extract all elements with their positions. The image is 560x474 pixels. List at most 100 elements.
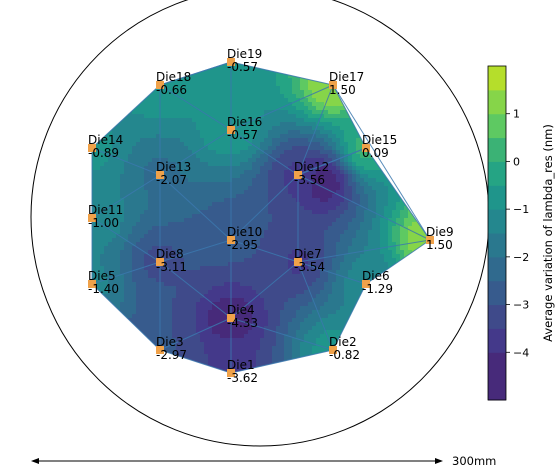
die-name-label: Die12 <box>294 160 329 174</box>
die-die4: Die4-4.33 <box>227 303 258 330</box>
colorbar-tick-label: −1 <box>513 203 529 216</box>
die-name-label: Die15 <box>362 133 397 147</box>
contour-field <box>92 62 430 373</box>
die-die8: Die8-3.11 <box>156 247 187 274</box>
triangulation-edge <box>365 147 431 241</box>
colorbar-tick-label: 1 <box>513 108 520 121</box>
die-name-label: Die19 <box>227 47 262 61</box>
die-name-label: Die2 <box>329 335 357 349</box>
die-markers: Die1-3.62 Die2-0.82 Die3-2.97 Die4-4.33 Die5… <box>88 47 454 385</box>
die-name-label: Die17 <box>329 70 364 84</box>
scale-bar: 300mm <box>31 454 496 468</box>
colorbar-band <box>488 256 506 282</box>
die-marker <box>294 171 302 179</box>
die-marker <box>227 314 235 322</box>
die-die16: Die16-0.57 <box>227 115 262 142</box>
die-name-label: Die6 <box>362 269 390 283</box>
triangulation-edge <box>230 239 299 263</box>
die-marker <box>88 214 96 222</box>
die-value-label: -4.33 <box>227 316 258 330</box>
die-value-label: 0.09 <box>362 146 389 160</box>
die-name-label: Die7 <box>294 247 322 261</box>
triangulation-edge <box>297 84 334 176</box>
colorbar-band <box>488 233 506 258</box>
die-marker <box>156 346 164 354</box>
colorbar-tick-label: −2 <box>513 251 529 264</box>
triangulation-edge <box>230 61 334 86</box>
die-die14: Die14-0.89 <box>88 133 123 160</box>
colorbar: 1 0 −1 −2 −3 −4 Average variation of lambda_r… <box>487 65 555 401</box>
die-name-label: Die9 <box>426 225 454 239</box>
die-marker <box>329 81 337 89</box>
triangulation-edge <box>365 239 431 285</box>
die-name-label: Die18 <box>156 70 191 84</box>
triangulation-edge <box>159 239 232 263</box>
die-name-label: Die8 <box>156 247 184 261</box>
triangulation-edge <box>297 174 431 241</box>
triangulation-edges <box>91 61 431 374</box>
triangulation-edge <box>159 84 232 131</box>
die-marker <box>156 171 164 179</box>
die-name-label: Die5 <box>88 269 116 283</box>
die-value-label: -1.00 <box>88 216 119 230</box>
die-die7: Die7-3.54 <box>294 247 325 274</box>
triangulation-edge <box>91 84 161 149</box>
die-value-label: -3.11 <box>156 260 187 274</box>
triangulation-edge <box>159 317 232 351</box>
die-marker <box>362 144 370 152</box>
colorbar-tick-label: −3 <box>513 299 529 312</box>
triangulation-edge <box>230 349 334 374</box>
die-marker <box>156 81 164 89</box>
colorbar-title: Average variation of lambda_res (nm) <box>541 124 555 342</box>
die-die11: Die11-1.00 <box>88 203 123 230</box>
die-value-label: -1.29 <box>362 282 393 296</box>
die-die1: Die1-3.62 <box>227 358 258 385</box>
colorbar-band <box>488 89 506 115</box>
triangulation-edge <box>332 84 367 149</box>
colorbar-band <box>488 209 506 234</box>
die-value-label: -2.95 <box>227 238 258 252</box>
colorbar-tick-label: 0 <box>513 155 520 168</box>
scale-bar-arrow-right <box>435 458 443 464</box>
triangulation-edge <box>159 261 232 319</box>
die-marker <box>227 369 235 377</box>
triangulation-edge <box>91 283 161 351</box>
colorbar-band <box>488 66 506 91</box>
triangulation-edge <box>91 174 161 219</box>
die-die18: Die18-0.66 <box>156 70 191 97</box>
colorbar-band <box>488 113 506 139</box>
colorbar-band <box>488 185 506 210</box>
die-marker <box>227 126 235 134</box>
triangulation-edge <box>332 283 367 351</box>
die-die5: Die5-1.40 <box>88 269 119 296</box>
triangulation-edge <box>230 261 299 319</box>
die-marker <box>227 236 235 244</box>
die-marker <box>294 258 302 266</box>
die-name-label: Die4 <box>227 303 255 317</box>
colorbar-band <box>488 304 506 329</box>
die-value-label: 1.50 <box>329 83 356 97</box>
die-name-label: Die16 <box>227 115 262 129</box>
die-name-label: Die13 <box>156 160 191 174</box>
die-marker <box>227 58 235 66</box>
die-marker <box>88 144 96 152</box>
triangulation-edge <box>159 61 232 86</box>
triangulation-edge <box>159 174 232 241</box>
triangulation-edge <box>91 261 161 285</box>
colorbar-band <box>488 280 506 306</box>
die-value-label: -0.82 <box>329 348 360 362</box>
die-die6: Die6-1.29 <box>362 269 393 296</box>
colorbar-band <box>488 352 506 401</box>
colorbar-band <box>488 161 506 186</box>
die-value-label: -2.07 <box>156 173 187 187</box>
triangulation-edge <box>230 317 334 351</box>
triangulation-edge <box>230 174 299 241</box>
die-marker <box>362 280 370 288</box>
die-marker <box>426 236 434 244</box>
die-value-label: -3.62 <box>227 371 258 385</box>
die-marker <box>88 280 96 288</box>
die-value-label: -3.54 <box>294 260 325 274</box>
colorbar-tick-label: −4 <box>513 346 529 359</box>
